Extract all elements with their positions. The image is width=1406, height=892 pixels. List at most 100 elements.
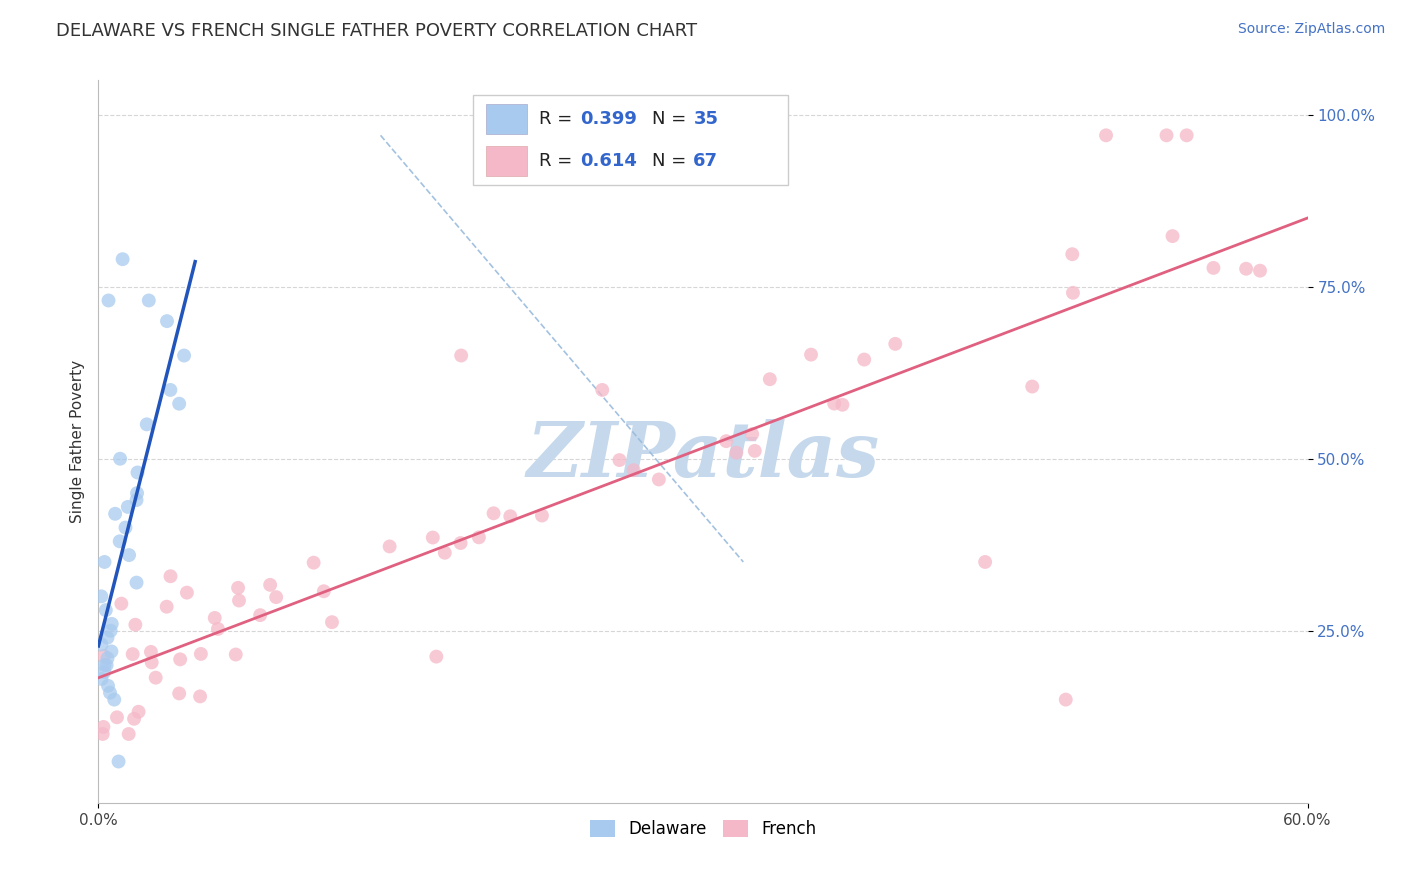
Point [176, 585, 198, 599]
Point [1202, 260, 1225, 275]
Point [1156, 128, 1178, 143]
Point [125, 486, 148, 500]
Point [264, 590, 287, 604]
Point [450, 349, 472, 363]
Point [1062, 247, 1084, 261]
Point [823, 396, 845, 410]
Point [93, 658, 115, 673]
Point [145, 671, 167, 685]
Point [90, 590, 112, 604]
Point [425, 649, 447, 664]
Point [1234, 261, 1257, 276]
Point [138, 293, 160, 308]
Point [226, 581, 249, 595]
Point [623, 463, 645, 477]
Point [190, 647, 212, 661]
Text: DELAWARE VS FRENCH SINGLE FATHER POVERTY CORRELATION CHART: DELAWARE VS FRENCH SINGLE FATHER POVERTY… [56, 22, 697, 40]
Point [117, 500, 139, 514]
Point [744, 443, 766, 458]
Point [105, 710, 128, 724]
Point [716, 434, 738, 449]
Point [108, 534, 131, 549]
Point [94, 603, 117, 617]
Point [91, 727, 114, 741]
Point [104, 507, 127, 521]
Point [249, 608, 271, 623]
Point [100, 624, 122, 638]
Point [118, 548, 141, 562]
Point [450, 536, 472, 550]
Point [422, 531, 444, 545]
Point [1175, 128, 1198, 143]
Point [321, 615, 343, 629]
Point [1054, 692, 1077, 706]
Point [96, 631, 118, 645]
Point [530, 508, 553, 523]
Point [853, 352, 876, 367]
Point [93, 665, 115, 679]
Point [225, 648, 247, 662]
Point [312, 584, 335, 599]
Point [118, 727, 141, 741]
Point [141, 656, 163, 670]
Y-axis label: Single Father Poverty: Single Father Poverty [69, 360, 84, 523]
Legend: Delaware, French: Delaware, French [583, 814, 823, 845]
Point [125, 493, 148, 508]
Point [302, 556, 325, 570]
Point [108, 451, 131, 466]
Point [204, 611, 226, 625]
Point [100, 644, 122, 658]
Point [100, 616, 122, 631]
Point [125, 575, 148, 590]
Point [93, 720, 115, 734]
Point [1062, 285, 1084, 300]
Point [167, 686, 190, 700]
Point [124, 617, 146, 632]
Point [90, 672, 112, 686]
Point [97, 679, 120, 693]
Point [468, 530, 491, 544]
Point [93, 648, 115, 663]
Point [648, 472, 671, 486]
Point [156, 599, 179, 614]
Point [482, 506, 505, 520]
Point [1021, 379, 1043, 393]
Point [127, 466, 149, 480]
Point [110, 597, 132, 611]
Point [1095, 128, 1118, 143]
Point [1249, 263, 1271, 277]
Point [107, 755, 129, 769]
Point [228, 593, 250, 607]
Point [111, 252, 134, 267]
Point [800, 348, 823, 362]
Point [159, 569, 181, 583]
Point [93, 555, 115, 569]
Point [128, 705, 150, 719]
Point [139, 645, 162, 659]
Point [159, 383, 181, 397]
Point [169, 652, 191, 666]
Point [97, 293, 120, 308]
Point [378, 540, 401, 554]
Point [207, 622, 229, 636]
Point [433, 546, 456, 560]
Point [90, 638, 112, 652]
Point [98, 686, 121, 700]
Point [591, 383, 613, 397]
Point [122, 712, 145, 726]
Point [884, 337, 907, 351]
Text: ZIPatlas: ZIPatlas [526, 419, 880, 493]
Point [609, 453, 631, 467]
Point [103, 692, 125, 706]
Point [759, 372, 782, 386]
Point [499, 509, 522, 524]
Point [121, 647, 143, 661]
Point [831, 398, 853, 412]
Point [167, 397, 190, 411]
Point [135, 417, 157, 432]
Point [173, 349, 195, 363]
Point [156, 314, 179, 328]
Point [1161, 229, 1184, 244]
Point [741, 427, 763, 442]
Text: Source: ZipAtlas.com: Source: ZipAtlas.com [1237, 22, 1385, 37]
